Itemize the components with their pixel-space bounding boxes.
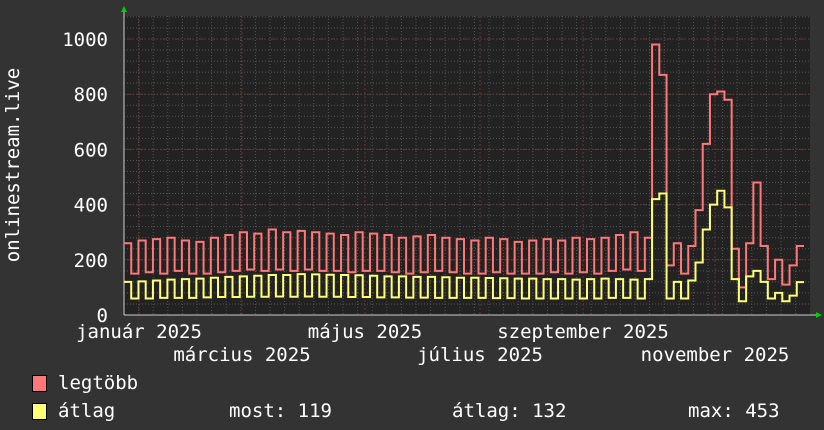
- y-tick-label: 1000: [62, 29, 108, 51]
- x-tick-label: július 2025: [417, 344, 543, 366]
- y-tick-label: 400: [74, 195, 108, 217]
- y-tick-label: 600: [74, 139, 108, 161]
- y-axis-arrow: [121, 6, 127, 12]
- series-line-max: [124, 43, 804, 289]
- y-tick-label: 200: [74, 250, 108, 272]
- series-line-avg: [124, 189, 804, 303]
- stat-max: max: 453: [688, 400, 780, 422]
- y-tick-label: 0: [97, 305, 108, 327]
- legend-label-max: legtöbb: [58, 372, 139, 394]
- x-axis-arrow: [816, 312, 822, 318]
- legend-label-avg: átlag: [58, 400, 116, 422]
- x-tick-label: szeptember 2025: [497, 321, 669, 343]
- x-tick-label: november 2025: [641, 344, 790, 366]
- y-tick-label: 800: [74, 84, 108, 106]
- x-tick-label: március 2025: [173, 344, 310, 366]
- legend-swatch-avg: [32, 403, 47, 420]
- legend-swatch-max: [32, 375, 47, 392]
- x-tick-label: május 2025: [308, 321, 422, 343]
- stat-atlag: átlag: 132: [452, 400, 567, 422]
- y-axis-label: onlinestream.live: [2, 68, 24, 262]
- stat-most: most: 119: [229, 400, 332, 422]
- x-tick-label: január 2025: [76, 321, 202, 343]
